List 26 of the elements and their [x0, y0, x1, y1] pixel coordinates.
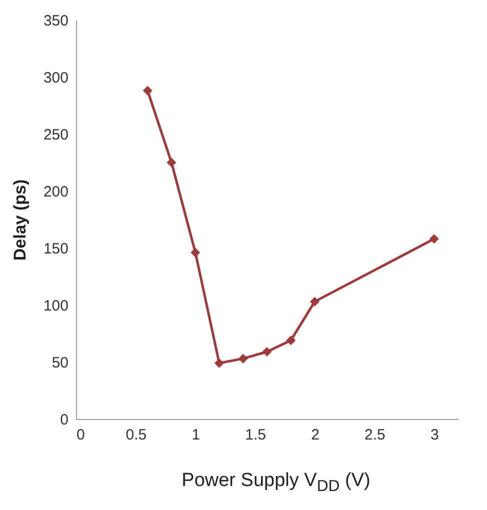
y-tick-label: 200 — [43, 184, 68, 200]
x-tick-label: 0.5 — [126, 426, 147, 444]
point — [142, 86, 152, 96]
x-tick-label: 2 — [311, 426, 320, 444]
x-axis-title: Power Supply V$_{DD}$ (V) — [180, 470, 372, 496]
point — [286, 336, 296, 346]
point — [262, 346, 272, 356]
x-tick-label: 0 — [76, 426, 85, 444]
y-tick-label: 100 — [43, 298, 68, 314]
y-tick-label: 300 — [43, 70, 68, 86]
y-axis-title: Delay (ps) — [10, 179, 30, 261]
y-tick-label: 150 — [43, 240, 68, 258]
y-tick-label: 350 — [43, 12, 68, 30]
point — [166, 158, 176, 168]
x-tick-label: 2.5 — [364, 426, 386, 444]
x-tick-label: 1.5 — [245, 426, 266, 444]
x-tick-label: 3 — [430, 426, 439, 444]
point — [190, 248, 200, 258]
y-tick-label: 50 — [52, 354, 68, 372]
point — [238, 354, 248, 364]
point — [310, 296, 320, 306]
x-tick-label: 1 — [192, 426, 200, 444]
y-tick-label: 0 — [60, 412, 68, 428]
point — [214, 358, 224, 368]
y-tick-label: 250 — [43, 126, 68, 144]
point — [429, 234, 439, 244]
